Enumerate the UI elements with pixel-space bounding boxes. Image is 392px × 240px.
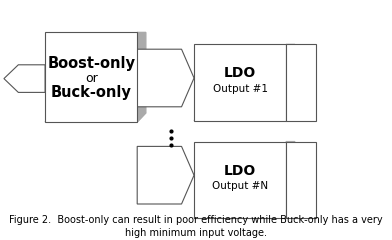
FancyBboxPatch shape	[45, 32, 137, 122]
Polygon shape	[286, 142, 295, 218]
Text: Boost-only: Boost-only	[47, 56, 135, 72]
Polygon shape	[137, 32, 146, 122]
Polygon shape	[286, 142, 316, 218]
Polygon shape	[286, 44, 295, 121]
Polygon shape	[137, 49, 194, 107]
Text: LDO: LDO	[224, 66, 256, 80]
Text: Figure 2.  Boost-only can result in poor efficiency while Buck-only has a very
h: Figure 2. Boost-only can result in poor …	[9, 215, 383, 238]
Text: LDO: LDO	[224, 164, 256, 178]
Polygon shape	[137, 146, 194, 204]
Polygon shape	[286, 44, 316, 121]
Text: Output #N: Output #N	[212, 181, 268, 192]
Polygon shape	[45, 113, 146, 122]
Text: Buck-only: Buck-only	[51, 85, 132, 100]
Polygon shape	[194, 112, 295, 121]
Text: Output #1: Output #1	[212, 84, 268, 94]
Text: or: or	[85, 72, 98, 85]
FancyBboxPatch shape	[194, 44, 286, 121]
FancyBboxPatch shape	[194, 142, 286, 218]
Polygon shape	[4, 65, 45, 92]
Polygon shape	[194, 209, 295, 218]
